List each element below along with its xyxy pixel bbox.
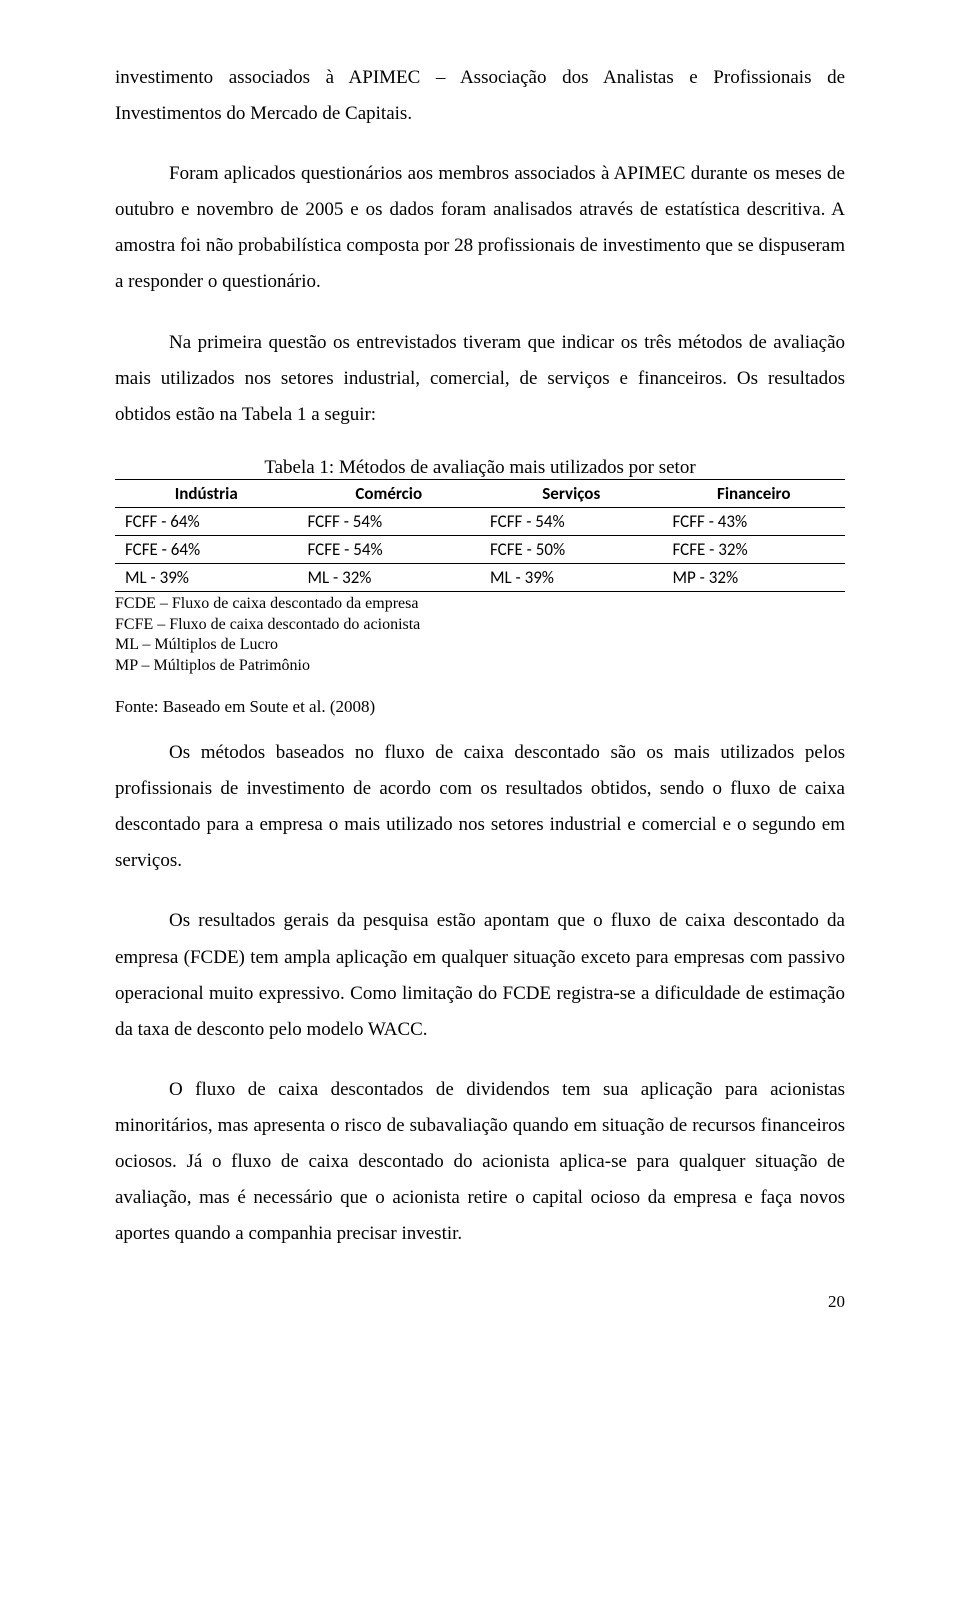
table-cell: ML - 39% [115, 563, 298, 591]
table-row: FCFF - 64% FCFF - 54% FCFF - 54% FCFF - … [115, 507, 845, 535]
legend-line: FCDE – Fluxo de caixa descontado da empr… [115, 594, 845, 615]
table-header-cell: Indústria [115, 479, 298, 507]
table-cell: FCFE - 54% [298, 535, 481, 563]
table-cell: FCFF - 43% [663, 507, 846, 535]
table-row: ML - 39% ML - 32% ML - 39% MP - 32% [115, 563, 845, 591]
paragraph-first-question: Na primeira questão os entrevistados tiv… [115, 325, 845, 433]
paragraph-methods-discussion: Os métodos baseados no fluxo de caixa de… [115, 735, 845, 879]
table-cell: FCFE - 64% [115, 535, 298, 563]
table-header-cell: Financeiro [663, 479, 846, 507]
table-legend: FCDE – Fluxo de caixa descontado da empr… [115, 594, 845, 677]
table-cell: FCFF - 64% [115, 507, 298, 535]
legend-line: FCFE – Fluxo de caixa descontado do acio… [115, 615, 845, 636]
table-cell: MP - 32% [663, 563, 846, 591]
table-cell: ML - 39% [480, 563, 663, 591]
table-cell: ML - 32% [298, 563, 481, 591]
paragraph-fcde: Os resultados gerais da pesquisa estão a… [115, 903, 845, 1047]
table-source: Fonte: Baseado em Soute et al. (2008) [115, 697, 845, 717]
paragraph-intro-continuation: investimento associados à APIMEC – Assoc… [115, 60, 845, 132]
table-header-row: Indústria Comércio Serviços Financeiro [115, 479, 845, 507]
legend-line: ML – Múltiplos de Lucro [115, 635, 845, 656]
table-row: FCFE - 64% FCFE - 54% FCFE - 50% FCFE - … [115, 535, 845, 563]
table-cell: FCFF - 54% [298, 507, 481, 535]
table-header-cell: Comércio [298, 479, 481, 507]
page-number: 20 [115, 1292, 845, 1312]
table-cell: FCFE - 32% [663, 535, 846, 563]
paragraph-method: Foram aplicados questionários aos membro… [115, 156, 845, 300]
table-caption-text: Tabela 1: Métodos de avaliação mais util… [264, 457, 695, 480]
table-caption: Tabela 1: Métodos de avaliação mais util… [115, 457, 845, 479]
table-cell: FCFE - 50% [480, 535, 663, 563]
table-header-cell: Serviços [480, 479, 663, 507]
paragraph-dividends: O fluxo de caixa descontados de dividend… [115, 1072, 845, 1252]
table-cell: FCFF - 54% [480, 507, 663, 535]
legend-line: MP – Múltiplos de Patrimônio [115, 656, 845, 677]
methods-table: Indústria Comércio Serviços Financeiro F… [115, 479, 845, 592]
